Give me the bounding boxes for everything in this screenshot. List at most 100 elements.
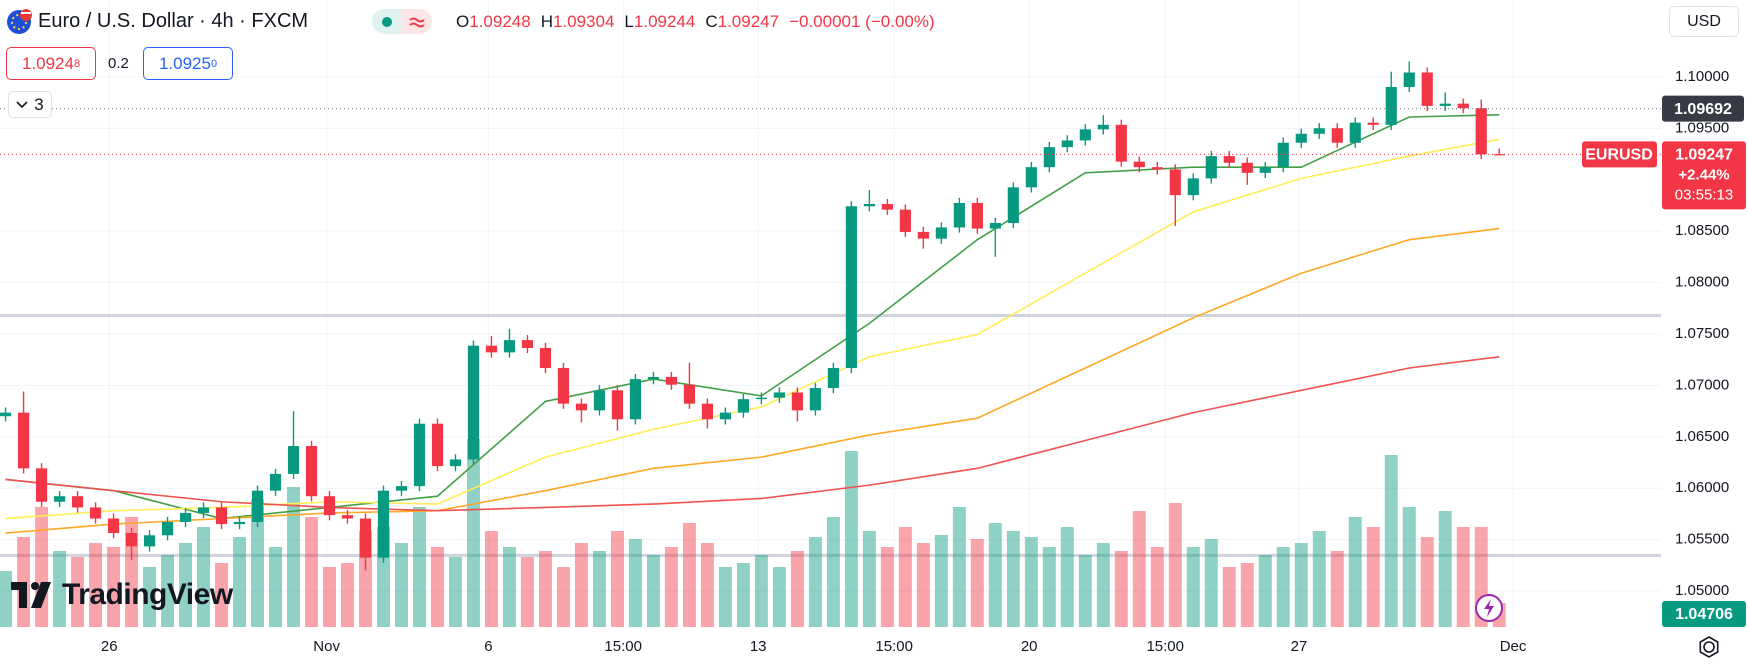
candle-body (1061, 140, 1073, 148)
volume-bar (1420, 537, 1434, 627)
candle-body (971, 202, 983, 229)
volume-bar (1312, 531, 1326, 627)
volume-bar (35, 507, 49, 627)
symbol-icon (7, 9, 32, 34)
x-tick-label: 6 (484, 638, 492, 655)
high-value: 1.09304 (552, 12, 615, 31)
volume-bar (556, 567, 570, 627)
volume-bar (574, 543, 588, 627)
status-badges[interactable] (372, 9, 432, 34)
candle-body (107, 518, 120, 534)
candle-body (1313, 128, 1325, 134)
candle-body (89, 507, 102, 519)
price-line-label: 1.09692 (1674, 101, 1732, 118)
volume-bar (952, 507, 966, 627)
candle-body (701, 403, 713, 420)
volume-bar (413, 507, 426, 627)
volume-bar (1276, 547, 1290, 627)
candle-body (1493, 154, 1505, 156)
buy-button[interactable]: 1.0925 0 (143, 47, 233, 80)
candle-body (1007, 187, 1019, 224)
x-tick-label: Nov (313, 638, 340, 655)
change-percent: +2.44% (1678, 166, 1729, 183)
volume-bar (844, 451, 858, 627)
settings-button[interactable] (1698, 636, 1720, 658)
moving-average-line (5, 355, 1500, 512)
candle-body (197, 507, 210, 513)
volume-bar (628, 539, 642, 627)
candle-body (521, 340, 534, 348)
logo-text: TradingView (62, 578, 233, 611)
currency-button[interactable]: USD (1669, 6, 1739, 37)
volume-bar (89, 543, 103, 627)
volume-bar (610, 531, 624, 627)
candle-body (125, 533, 138, 547)
volume-bar (1024, 537, 1038, 627)
symbol-label-box (1582, 141, 1657, 168)
volume-bar (502, 547, 516, 627)
candle-body (989, 223, 1001, 229)
candle-body (341, 515, 354, 519)
volume-bar (1150, 547, 1164, 627)
volume-bar (161, 555, 175, 627)
candle-body (755, 397, 767, 400)
volume-bar (1240, 563, 1254, 627)
indicators-count: 3 (34, 94, 44, 114)
y-tick-label: 1.05500 (1675, 531, 1729, 548)
candle-body (1025, 167, 1037, 188)
volume-bar (448, 557, 462, 627)
candle-body (143, 535, 156, 547)
volume-bar (772, 567, 786, 627)
candle-body (539, 347, 552, 368)
replay-button[interactable] (1474, 593, 1504, 623)
volume-bar (916, 543, 930, 627)
candle-body (413, 423, 426, 487)
candle-body (1133, 161, 1145, 168)
volume-bar (1402, 507, 1416, 627)
candle-body (287, 446, 300, 474)
candle-body (269, 473, 282, 491)
candle-body (737, 399, 749, 413)
sell-button[interactable]: 1.0924 8 (6, 47, 96, 80)
candle-body (161, 521, 174, 536)
candle-body (1385, 86, 1397, 125)
volume-bar (988, 523, 1002, 627)
candle-body (179, 512, 192, 522)
bottom-price-box (1662, 601, 1746, 627)
candle-body (323, 496, 336, 516)
volume-bar (880, 547, 894, 627)
volume-bar (71, 557, 85, 627)
y-tick-label: 1.06500 (1675, 428, 1729, 445)
candle-body (1187, 178, 1199, 196)
volume-bar (53, 551, 67, 627)
candle-body (863, 203, 875, 207)
candle-body (1223, 156, 1235, 163)
volume-bar (970, 539, 984, 627)
current-price-label: 1.09247 (1675, 147, 1733, 164)
volume-bar (736, 563, 750, 627)
candle-body (683, 384, 695, 404)
candle-body (1295, 133, 1307, 143)
y-tick-label: 1.07000 (1675, 376, 1729, 393)
y-tick-label: 1.05000 (1675, 582, 1729, 599)
candle-body (305, 446, 318, 497)
x-tick-label: 20 (1021, 638, 1038, 655)
moving-average-line (5, 227, 1500, 534)
ohlc-legend: O1.09248 H1.09304 L1.09244 C1.09247 −0.00001… (456, 12, 945, 32)
volume-bar (1294, 543, 1308, 627)
volume-bar (287, 487, 300, 627)
candle-body (1043, 147, 1055, 168)
volume-bar (826, 517, 840, 627)
indicators-toggle[interactable]: 3 (8, 91, 52, 118)
candle-body (1277, 142, 1289, 168)
volume-bar (1132, 511, 1146, 627)
volume-bar (1330, 551, 1344, 627)
volume-bar (664, 547, 678, 627)
x-tick-label: 26 (101, 638, 118, 655)
low-value: 1.09244 (633, 12, 696, 31)
x-tick-label: 15:00 (604, 638, 642, 655)
candle-body (1115, 124, 1127, 162)
candle-body (827, 367, 839, 389)
candle-body (1439, 103, 1451, 106)
candle-body (1079, 129, 1091, 141)
